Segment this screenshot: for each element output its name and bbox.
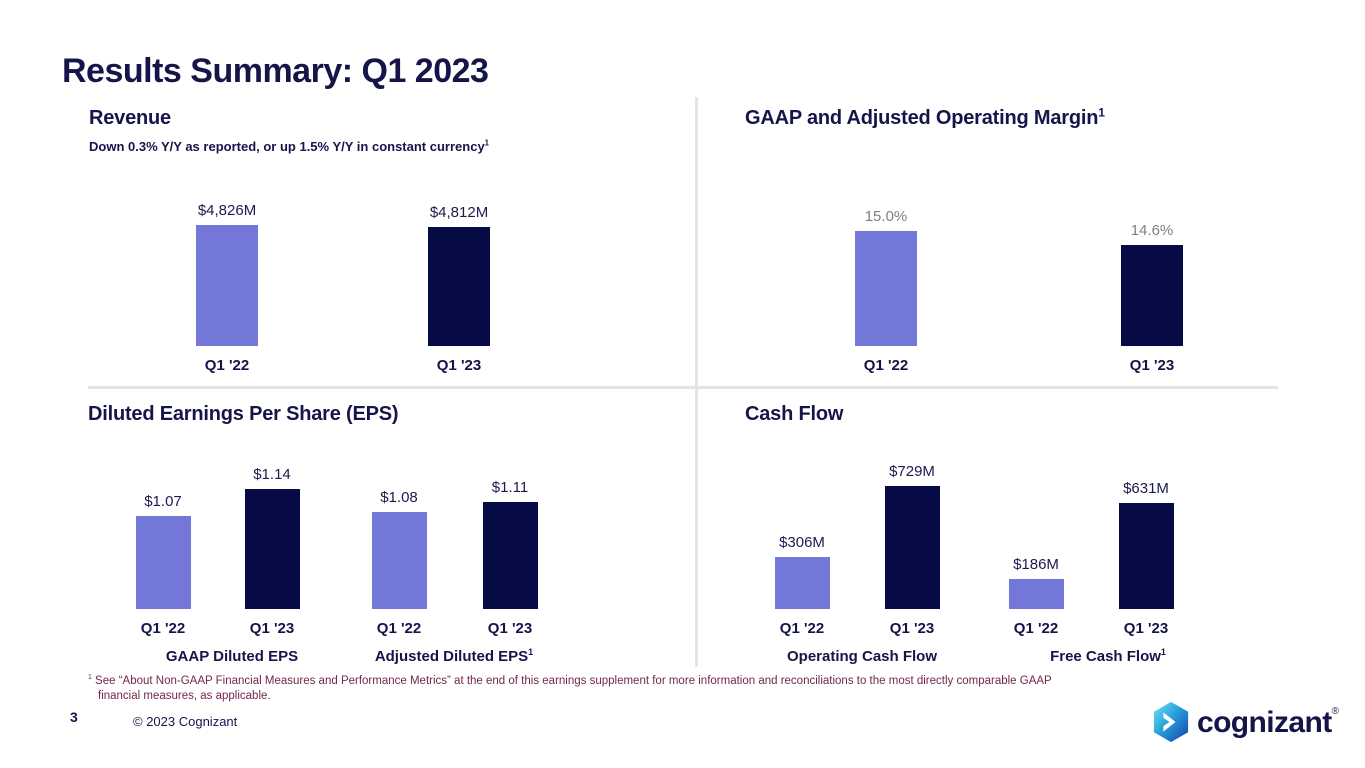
eps-title-text: Diluted Earnings Per Share (EPS): [88, 403, 399, 425]
free-cashflow-bar-slot-q1-23: $631M Q1 '23: [1091, 439, 1201, 637]
eps-adjusted-bar-q1-23: [482, 502, 538, 609]
footnote-ref-icon: 1: [484, 138, 490, 148]
category-label: Q1 '23: [1123, 620, 1169, 637]
bar-value-label: $1.14: [253, 466, 291, 483]
margin-bar-slot-q1-23: 14.6% Q1 '23: [1097, 176, 1207, 374]
operating-cashflow-bar-slot-q1-22: $306M Q1 '22: [747, 439, 857, 637]
category-label: Q1 '22: [779, 620, 825, 637]
category-label: Q1 '23: [1129, 357, 1175, 374]
margin-bar-q1-22: [855, 231, 917, 346]
margin-bar-slot-q1-22: 15.0% Q1 '22: [831, 176, 941, 374]
category-label: Q1 '23: [249, 620, 295, 637]
group-label-text: GAAP Diluted EPS: [165, 648, 299, 665]
bar-value-label: $306M: [779, 534, 825, 551]
bar-value-label: $729M: [889, 463, 935, 480]
free-cashflow-bar-q1-22: [1008, 579, 1064, 609]
free-cashflow-bar-slot-q1-22: $186M Q1 '22: [981, 439, 1091, 637]
bar-value-label: $186M: [1013, 556, 1059, 573]
eps-gaap-bar-slot-q1-23: $1.14 Q1 '23: [217, 439, 327, 637]
horizontal-divider: [88, 386, 1278, 389]
revenue-bar-slot-q1-23: $4,812M Q1 '23: [404, 176, 514, 374]
eps-adjusted-bar-slot-q1-22: $1.08 Q1 '22: [344, 439, 454, 637]
group-label-text: Adjusted Diluted EPS: [374, 648, 529, 665]
category-label: Q1 '22: [204, 357, 250, 374]
free-cashflow-bar-q1-23: [1118, 503, 1174, 609]
category-label: Q1 '23: [889, 620, 935, 637]
footnote: 1 See “About Non-GAAP Financial Measures…: [88, 674, 1093, 704]
bar-value-label: 14.6%: [1130, 222, 1174, 239]
revenue-bar-q1-23: [428, 227, 490, 346]
cashflow-chart-title: Cash Flow: [745, 403, 843, 426]
category-label: Q1 '22: [1013, 620, 1059, 637]
eps-gaap-bar-q1-22: [135, 516, 191, 609]
footnote-ref-icon: 1: [1098, 105, 1105, 120]
operating-cashflow-bar-q1-22: [774, 557, 830, 609]
operating-cashflow-bar-slot-q1-23: $729M Q1 '23: [857, 439, 967, 637]
free-cashflow-group-label: Free Cash Flow1: [958, 647, 1258, 666]
revenue-subtitle-text: Down 0.3% Y/Y as reported, or up 1.5% Y/…: [89, 139, 485, 154]
bar-value-label: $1.08: [380, 489, 418, 506]
footnote-ref-icon: 1: [528, 647, 534, 657]
page-title: Results Summary: Q1 2023: [62, 52, 489, 90]
revenue-title-text: Revenue: [89, 107, 171, 129]
cognizant-hexagon-icon: [1153, 701, 1189, 743]
cognizant-logo: cognizant®: [1152, 701, 1339, 743]
margin-bar-q1-23: [1121, 245, 1183, 346]
eps-adjusted-bar-slot-q1-23: $1.11 Q1 '23: [455, 439, 565, 637]
revenue-bar-slot-q1-22: $4,826M Q1 '22: [172, 176, 282, 374]
wordmark-text: cognizant: [1197, 705, 1332, 739]
revenue-chart-subtitle: Down 0.3% Y/Y as reported, or up 1.5% Y/…: [89, 139, 489, 154]
footnote-text: See “About Non-GAAP Financial Measures a…: [95, 675, 1052, 702]
bar-value-label: $1.11: [491, 479, 529, 496]
revenue-bar-q1-22: [196, 225, 258, 346]
registered-trademark-icon: ®: [1331, 705, 1339, 717]
copyright-text: © 2023 Cognizant: [133, 714, 238, 729]
margin-title-text: GAAP and Adjusted Operating Margin: [745, 107, 1099, 129]
footnote-marker: 1: [88, 674, 92, 682]
category-label: Q1 '22: [376, 620, 422, 637]
bar-value-label: $4,826M: [197, 202, 257, 219]
eps-gaap-bar-slot-q1-22: $1.07 Q1 '22: [108, 439, 218, 637]
cashflow-title-text: Cash Flow: [745, 403, 844, 425]
eps-adjusted-group-label: Adjusted Diluted EPS1: [304, 647, 604, 666]
vertical-divider: [695, 97, 698, 667]
page-number: 3: [70, 709, 78, 725]
footnote-ref-icon: 1: [1160, 647, 1166, 657]
category-label: Q1 '23: [436, 357, 482, 374]
bar-value-label: 15.0%: [864, 208, 908, 225]
revenue-chart-title: Revenue: [89, 107, 171, 130]
cognizant-wordmark: cognizant®: [1197, 705, 1339, 739]
operating-cashflow-bar-q1-23: [884, 486, 940, 609]
bar-value-label: $4,812M: [429, 204, 489, 221]
category-label: Q1 '23: [487, 620, 533, 637]
bar-value-label: $631M: [1123, 480, 1169, 497]
group-label-text: Free Cash Flow: [1050, 648, 1161, 665]
eps-gaap-group-label: GAAP Diluted EPS: [82, 648, 382, 665]
category-label: Q1 '22: [863, 357, 909, 374]
group-label-text: Operating Cash Flow: [786, 648, 937, 665]
eps-adjusted-bar-q1-22: [371, 512, 427, 609]
eps-chart-title: Diluted Earnings Per Share (EPS): [88, 403, 399, 426]
margin-chart-title: GAAP and Adjusted Operating Margin1: [745, 105, 1105, 130]
eps-gaap-bar-q1-23: [244, 489, 300, 609]
operating-cashflow-group-label: Operating Cash Flow: [712, 648, 1012, 665]
category-label: Q1 '22: [140, 620, 186, 637]
bar-value-label: $1.07: [144, 493, 182, 510]
